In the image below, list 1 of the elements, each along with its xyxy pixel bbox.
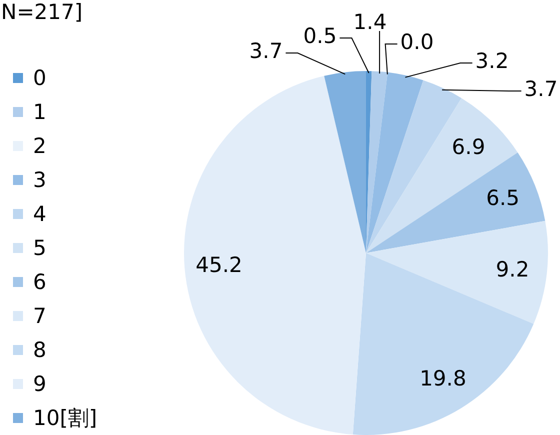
chart-title: N=217]	[1, 0, 83, 24]
